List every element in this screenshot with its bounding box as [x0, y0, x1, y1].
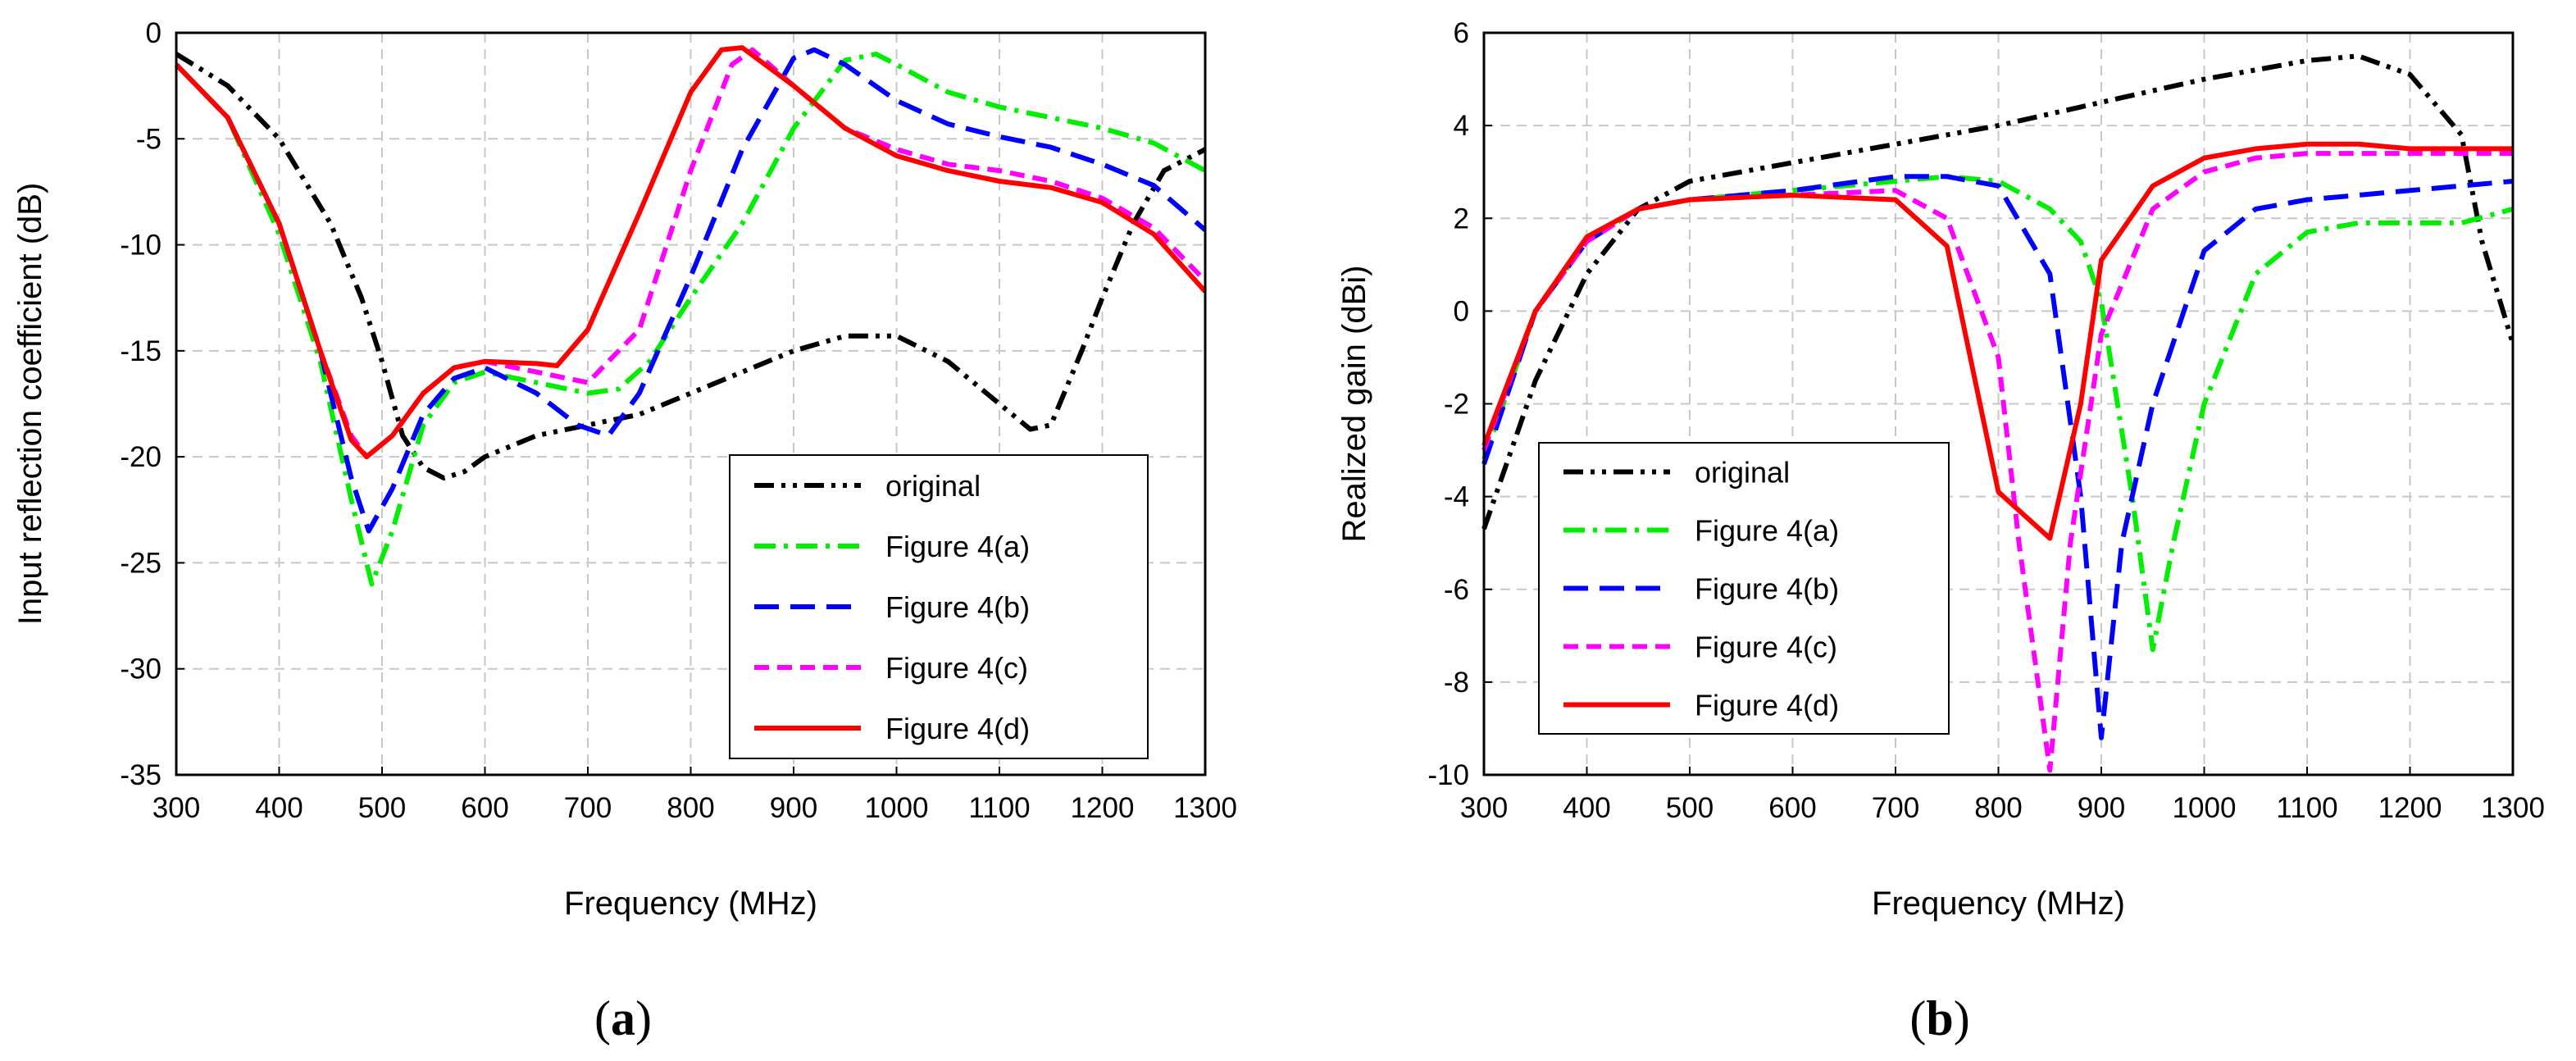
y-tick-label: -15 [120, 335, 162, 367]
y-tick-label: -25 [120, 547, 162, 579]
legend-label: Figure 4(a) [885, 530, 1030, 563]
legend-label: Figure 4(a) [1695, 514, 1839, 548]
legend-label: Figure 4(c) [1695, 631, 1837, 664]
series-line-figure-4-d [174, 45, 1208, 460]
tick-labels: 300 400 500 600 700 800 900 1000 1100 1200 1300 -35… [120, 17, 1237, 824]
series-group [174, 45, 1208, 587]
x-tick-label: 1300 [1173, 792, 1237, 824]
x-tick-label: 300 [152, 792, 200, 824]
y-tick-label: -8 [1444, 667, 1469, 699]
series-line-figure-4-a [174, 51, 1207, 587]
x-tick-label: 1200 [1071, 792, 1135, 824]
legend: original Figure 4(a) Figure 4(b) Figure 4(c… [1538, 442, 1950, 735]
x-tick-label: 900 [770, 792, 817, 824]
x-tick-label: 1000 [2173, 792, 2237, 824]
legend-label: Figure 4(d) [885, 712, 1030, 745]
x-tick-label: 500 [1666, 792, 1714, 824]
x-tick-label: 600 [1768, 792, 1816, 824]
x-tick-label: 1200 [2378, 792, 2442, 824]
x-tick-label: 700 [1872, 792, 1919, 824]
x-tick-label: 300 [1460, 792, 1508, 824]
panel-letter: b [1926, 991, 1953, 1045]
y-tick-label: -10 [120, 230, 162, 262]
series-line-figure-4-a [1481, 174, 2514, 653]
x-tick-label: 600 [461, 792, 508, 824]
chart-panel-a: 300 400 500 600 700 800 900 1000 1100 1200 1300 -35… [12, 17, 1237, 1045]
panel-label: (a) [594, 991, 652, 1045]
x-tick-label: 700 [564, 792, 612, 824]
x-axis-label: Frequency (MHz) [564, 886, 817, 922]
y-tick-label: 2 [1454, 203, 1469, 235]
y-tick-label: 0 [1454, 295, 1469, 327]
y-tick-label: 0 [146, 17, 162, 49]
panel-label: (b) [1909, 991, 1969, 1045]
tick-labels: 300 400 500 600 700 800 900 1000 1100 1200 1300 -10… [1427, 17, 2545, 824]
panel-letter: a [611, 991, 635, 1045]
legend-label: Figure 4(d) [1695, 689, 1839, 722]
x-tick-label: 1000 [865, 792, 929, 824]
x-tick-label: 1100 [2276, 792, 2337, 824]
series-group [1481, 53, 2515, 773]
series-line-original [175, 52, 1207, 480]
y-tick-label: -30 [120, 653, 162, 685]
legend-label: Figure 4(b) [885, 590, 1030, 624]
x-tick-label: 400 [1563, 792, 1610, 824]
chart-panel-b: 300 400 500 600 700 800 900 1000 1100 1200 1300 -10… [1336, 17, 2545, 1045]
legend-label: Figure 4(c) [885, 651, 1028, 685]
legend-label: Figure 4(b) [1695, 572, 1839, 606]
x-tick-label: 400 [255, 792, 303, 824]
x-tick-label: 800 [667, 792, 714, 824]
series-line-figure-4-d [1481, 141, 2513, 541]
y-tick-label: 6 [1454, 17, 1469, 49]
legend: original Figure 4(a) Figure 4(b) Figure 4(c… [729, 454, 1149, 759]
x-tick-label: 800 [1974, 792, 2022, 824]
y-tick-label: -2 [1444, 389, 1469, 421]
x-tick-label: 1300 [2481, 792, 2545, 824]
y-tick-label: 4 [1454, 110, 1469, 142]
y-tick-label: -20 [120, 441, 162, 473]
x-axis-label: Frequency (MHz) [1872, 886, 2125, 922]
y-tick-label: -10 [1427, 759, 1469, 791]
series-line-original [1481, 53, 2515, 530]
legend-label: original [1695, 456, 1790, 490]
y-axis-label: Input reflection coefficient (dB) [12, 183, 48, 626]
y-tick-label: -35 [120, 759, 162, 791]
y-tick-label: -5 [136, 123, 162, 155]
y-axis-label: Realized gain (dBi) [1336, 266, 1372, 543]
x-tick-label: 1100 [968, 792, 1030, 824]
y-tick-label: -6 [1444, 574, 1469, 606]
y-tick-label: -4 [1444, 481, 1469, 513]
x-tick-label: 900 [2078, 792, 2125, 824]
x-tick-label: 500 [358, 792, 406, 824]
series-line-figure-4-b [174, 47, 1207, 534]
legend-label: original [885, 469, 981, 503]
